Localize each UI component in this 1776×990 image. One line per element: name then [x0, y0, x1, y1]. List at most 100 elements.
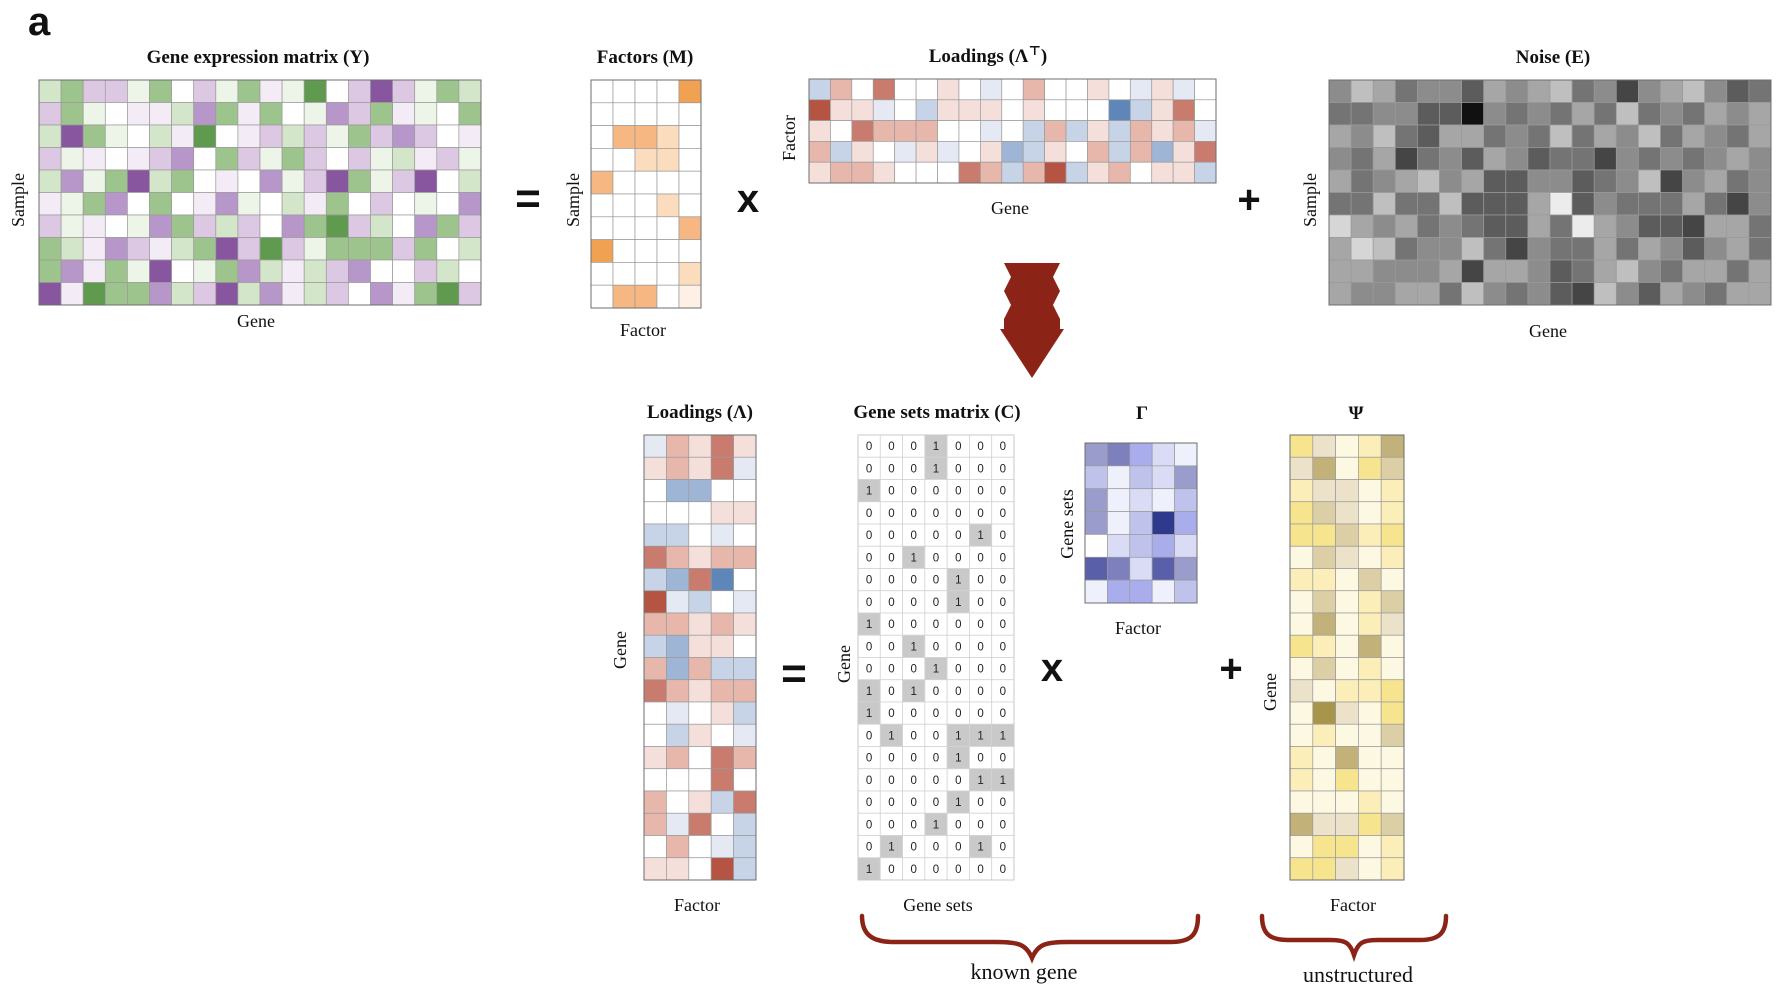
matrix-e-cell — [1682, 102, 1706, 126]
matrix-l-cell — [688, 701, 712, 725]
matrix-y-cell — [237, 214, 261, 238]
matrix-l-cell — [688, 434, 712, 458]
matrix-y-cell — [193, 282, 217, 306]
matrix-m-cell — [612, 102, 636, 126]
matrix-c-value: 0 — [888, 753, 894, 765]
matrix-psi-cell — [1380, 634, 1405, 658]
matrix-e-cell — [1682, 79, 1706, 103]
matrix-e-cell — [1483, 102, 1507, 126]
matrix-e-cell — [1527, 147, 1551, 171]
matrix-c-value: 0 — [888, 463, 894, 475]
matrix-lt-cell — [894, 99, 917, 121]
matrix-l-cell — [733, 479, 757, 503]
matrix-lt-cell — [958, 161, 981, 184]
matrix-y-cell — [414, 169, 438, 193]
matrix-psi-cell — [1289, 701, 1314, 725]
brace-unstructured — [1259, 913, 1449, 963]
matrix-l-cell — [666, 501, 690, 525]
matrix-m-cell — [590, 170, 614, 195]
matrix-e-cell — [1726, 259, 1750, 283]
matrix-m-cell — [590, 193, 614, 218]
matrix-c-value: 0 — [911, 530, 917, 542]
matrix-e-cell — [1394, 192, 1418, 216]
matrix-lt-cell — [851, 141, 874, 163]
matrix-c-value: 1 — [866, 864, 872, 876]
matrix-l-cell — [710, 857, 734, 881]
matrix-c-value: 0 — [933, 508, 939, 520]
matrix-y-cell — [82, 237, 106, 261]
matrix-y-cell — [149, 237, 172, 261]
matrix-y-cell — [259, 102, 283, 126]
matrix-e-cell — [1527, 282, 1551, 306]
matrix-l-cell — [710, 746, 734, 770]
matrix-e-cell — [1394, 147, 1418, 171]
matrix-lt-cell — [1044, 99, 1067, 121]
matrix-l-cell — [733, 590, 757, 614]
matrix-psi-cell — [1312, 701, 1336, 725]
matrix-c-value: 0 — [1000, 530, 1006, 542]
matrix-e-cell — [1660, 192, 1683, 216]
matrix-c-value: 0 — [955, 708, 961, 720]
matrix-psi-cell — [1380, 657, 1405, 681]
matrix-l-cell — [710, 835, 734, 859]
matrix-e-cell — [1527, 259, 1551, 283]
matrix-c-value: 1 — [977, 530, 983, 542]
matrix-e-cell — [1571, 169, 1595, 193]
matrix-c-value: 1 — [866, 708, 872, 720]
matrix-psi-cell — [1335, 746, 1359, 770]
matrix-lt-cell — [1194, 99, 1217, 121]
matrix-y-cell — [193, 237, 217, 261]
matrix-g-cell — [1174, 442, 1198, 467]
matrix-m-cell — [656, 170, 680, 195]
matrix-y-cell — [60, 169, 84, 193]
brace-unstructured-label: unstructured — [1303, 962, 1413, 987]
matrix-c-value: 1 — [866, 686, 872, 698]
matrix-y-cell — [414, 259, 438, 283]
matrix-y-cell — [325, 102, 349, 126]
matrix-l-cell — [733, 634, 757, 658]
matrix-lt-cell — [894, 141, 917, 163]
matrix-y-cell — [436, 147, 460, 171]
matrix-lt-cell — [1172, 141, 1195, 163]
matrix-e-cell — [1350, 79, 1374, 103]
matrix-y-cell — [38, 147, 62, 171]
matrix-e-cell — [1571, 237, 1595, 261]
matrix-y-cell — [38, 259, 62, 283]
matrix-e-cell — [1461, 79, 1485, 103]
matrix-e-cell — [1350, 214, 1374, 238]
matrix-c-value: 0 — [933, 597, 939, 609]
matrix-y-cell — [325, 259, 349, 283]
matrix-e-cell — [1660, 169, 1683, 193]
matrix-e-cell — [1372, 237, 1396, 261]
matrix-lt-cell — [1022, 141, 1045, 163]
matrix-y-cell — [436, 259, 460, 283]
matrix-lt-cell — [1151, 141, 1174, 163]
matrix-c-value: 0 — [955, 552, 961, 564]
matrix-lt-cell — [1044, 161, 1067, 184]
matrix-e-cell — [1439, 102, 1462, 126]
matrix-y-cell — [458, 169, 482, 193]
matrix-e-cell — [1593, 214, 1617, 238]
matrix-e-cell — [1394, 124, 1418, 148]
matrix-y-cell — [414, 214, 438, 238]
matrix-y-cell — [303, 169, 327, 193]
matrix-c-value: 0 — [911, 463, 917, 475]
matrix-psi-cell — [1335, 768, 1359, 792]
equals-operator-top: = — [515, 174, 541, 223]
matrix-psi-cell — [1358, 746, 1382, 770]
matrix-psi-cell — [1335, 634, 1359, 658]
matrix-psi-cell — [1289, 590, 1314, 614]
matrix-e-cell — [1394, 102, 1418, 126]
matrix-c-value: 0 — [888, 530, 894, 542]
matrix-m-cell — [590, 262, 614, 286]
matrix-c-title: Gene sets matrix (C) — [853, 402, 1020, 423]
matrix-psi-cell — [1358, 723, 1382, 747]
matrix-e-cell — [1748, 79, 1772, 103]
matrix-y-cell — [104, 169, 128, 193]
matrix-y-cell — [104, 102, 128, 126]
matrix-e-cell — [1328, 79, 1352, 103]
matrix-e-cell — [1483, 147, 1507, 171]
matrix-e-cell — [1704, 282, 1728, 306]
matrix-c-value: 0 — [955, 463, 961, 475]
matrix-m-cell — [656, 262, 680, 286]
